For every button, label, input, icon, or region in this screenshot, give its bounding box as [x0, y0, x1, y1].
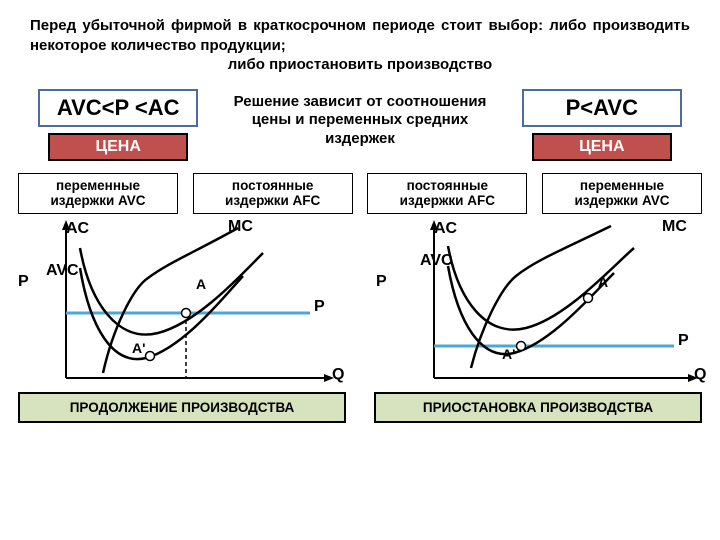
bottom-left-box: ПРОДОЛЖЕНИЕ ПРОИЗВОДСТВА	[18, 392, 346, 423]
p-line-label: P	[678, 332, 689, 350]
ac-label: AC	[434, 220, 457, 238]
right-formula-box: P<AVC	[522, 89, 682, 127]
a-label: A	[598, 274, 608, 290]
avc-label: AVC	[46, 262, 79, 280]
left-formula-box: AVC<P <AC	[38, 89, 198, 127]
a1-label: A'	[132, 340, 145, 356]
cost-box-4: переменные издержки AVC	[542, 173, 702, 214]
mc-label: MC	[662, 218, 687, 236]
p-axis-label: P	[376, 273, 387, 291]
ac-label: AC	[66, 220, 89, 238]
cost-box-1: переменные издержки AVC	[18, 173, 178, 214]
q-axis-label: Q	[332, 366, 344, 384]
middle-text: Решение зависит от соотношения цены и пе…	[226, 89, 493, 167]
a1-label: A'	[502, 346, 515, 362]
point-a	[584, 293, 593, 302]
point-a	[182, 308, 191, 317]
mc-label: MC	[228, 218, 253, 236]
header-line1: Перед убыточной фирмой в краткосрочном п…	[30, 16, 690, 55]
chart-left-svg	[18, 218, 348, 386]
formula-row: AVC<P <AC ЦЕНА Решение зависит от соотно…	[0, 89, 720, 167]
left-column: AVC<P <AC ЦЕНА	[20, 89, 216, 167]
cost-boxes: переменные издержки AVC постоянные издер…	[0, 173, 720, 214]
bottom-row: ПРОДОЛЖЕНИЕ ПРОИЗВОДСТВА ПРИОСТАНОВКА ПР…	[0, 386, 720, 423]
header-line2: либо приостановить производство	[30, 55, 690, 75]
cost-box-3: постоянные издержки AFC	[367, 173, 527, 214]
a-label: A	[196, 276, 206, 292]
bottom-right-box: ПРИОСТАНОВКА ПРОИЗВОДСТВА	[374, 392, 702, 423]
chart-right-svg	[376, 218, 711, 386]
right-column: P<AVC ЦЕНА	[504, 89, 700, 167]
chart-right: P AC AVC MC A A' P Q	[376, 218, 711, 386]
cost-box-2: постоянные издержки AFC	[193, 173, 353, 214]
p-line-label: P	[314, 298, 325, 316]
avc-label: AVC	[420, 252, 453, 270]
mc-curve	[103, 228, 238, 373]
avc-curve	[448, 266, 614, 354]
chart-left: P AC AVC MC A A' P Q	[18, 218, 348, 386]
header-text: Перед убыточной фирмой в краткосрочном п…	[0, 0, 720, 85]
point-a1	[146, 351, 155, 360]
ac-curve	[80, 248, 263, 335]
p-axis-label: P	[18, 273, 29, 291]
point-a1	[517, 341, 526, 350]
charts-row: P AC AVC MC A A' P Q P AC AVC MC A A' P …	[0, 218, 720, 386]
right-cena-box: ЦЕНА	[532, 133, 672, 161]
q-axis-label: Q	[694, 366, 706, 384]
left-cena-box: ЦЕНА	[48, 133, 188, 161]
